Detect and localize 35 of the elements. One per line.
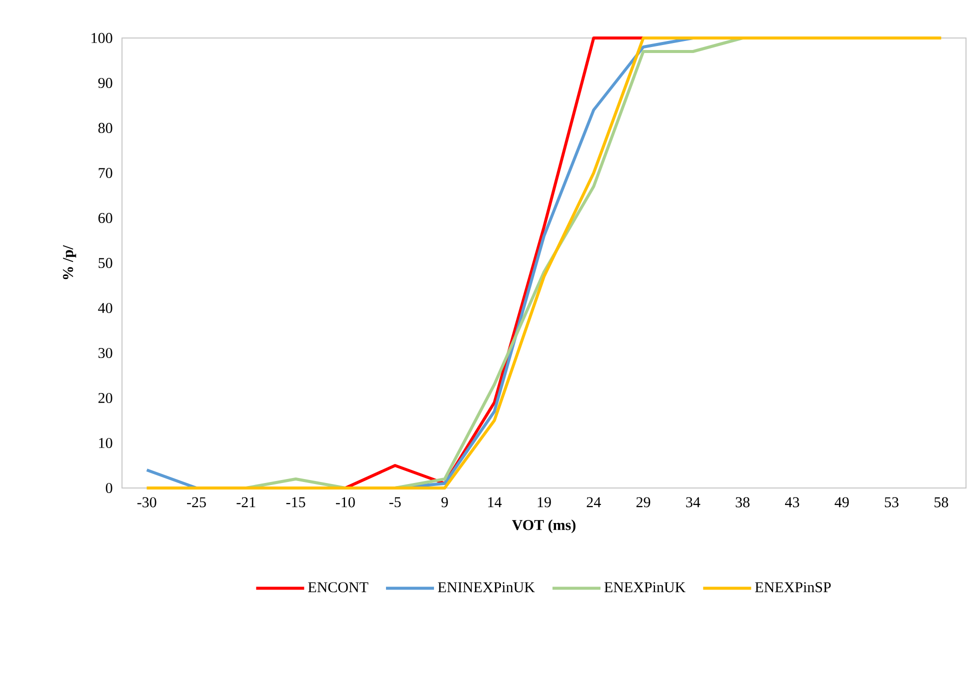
legend-label: ENEXPinUK <box>604 582 686 592</box>
x-tick-label: -30 <box>137 497 156 508</box>
y-tick-label: 70 <box>98 168 112 178</box>
y-tick-label: 90 <box>98 78 112 88</box>
x-tick-label: 24 <box>586 497 601 508</box>
legend-label: ENINEXPinUK <box>438 582 535 592</box>
legend-label: ENCONT <box>308 582 368 592</box>
x-tick-label: 49 <box>834 497 849 508</box>
x-tick-label: -5 <box>389 497 401 508</box>
x-tick-label: -25 <box>187 497 206 508</box>
y-tick-label: 0 <box>106 482 112 494</box>
x-tick-label: -15 <box>286 497 306 508</box>
y-tick-label: 10 <box>99 438 112 448</box>
x-tick-label: 29 <box>636 497 650 508</box>
y-tick-label: 30 <box>98 348 112 358</box>
line-series <box>344 36 645 490</box>
x-tick-label: 9 <box>441 497 448 508</box>
y-tick-label: 40 <box>98 302 112 314</box>
x-tick-label: 58 <box>934 497 948 508</box>
legend-label: ENEXPinSP <box>755 582 831 592</box>
y-axis-title: % /p/ <box>62 245 76 280</box>
y-tick-label: 100 <box>92 32 112 44</box>
x-tick-label: 53 <box>884 497 898 508</box>
y-tick-label: 50 <box>98 258 112 268</box>
x-tick-label: -10 <box>336 497 355 508</box>
x-tick-label: 43 <box>785 497 800 508</box>
y-tick-label: 80 <box>98 122 112 134</box>
x-tick-label: 34 <box>686 497 700 508</box>
x-axis-title: VOT (ms) <box>512 520 576 534</box>
x-tick-label: 19 <box>538 497 551 508</box>
y-tick-label: 60 <box>98 212 112 224</box>
x-tick-label: 38 <box>736 497 750 508</box>
x-tick-label: -21 <box>236 497 256 508</box>
x-tick-label: 14 <box>488 497 502 508</box>
y-tick-label: 20 <box>98 392 112 404</box>
